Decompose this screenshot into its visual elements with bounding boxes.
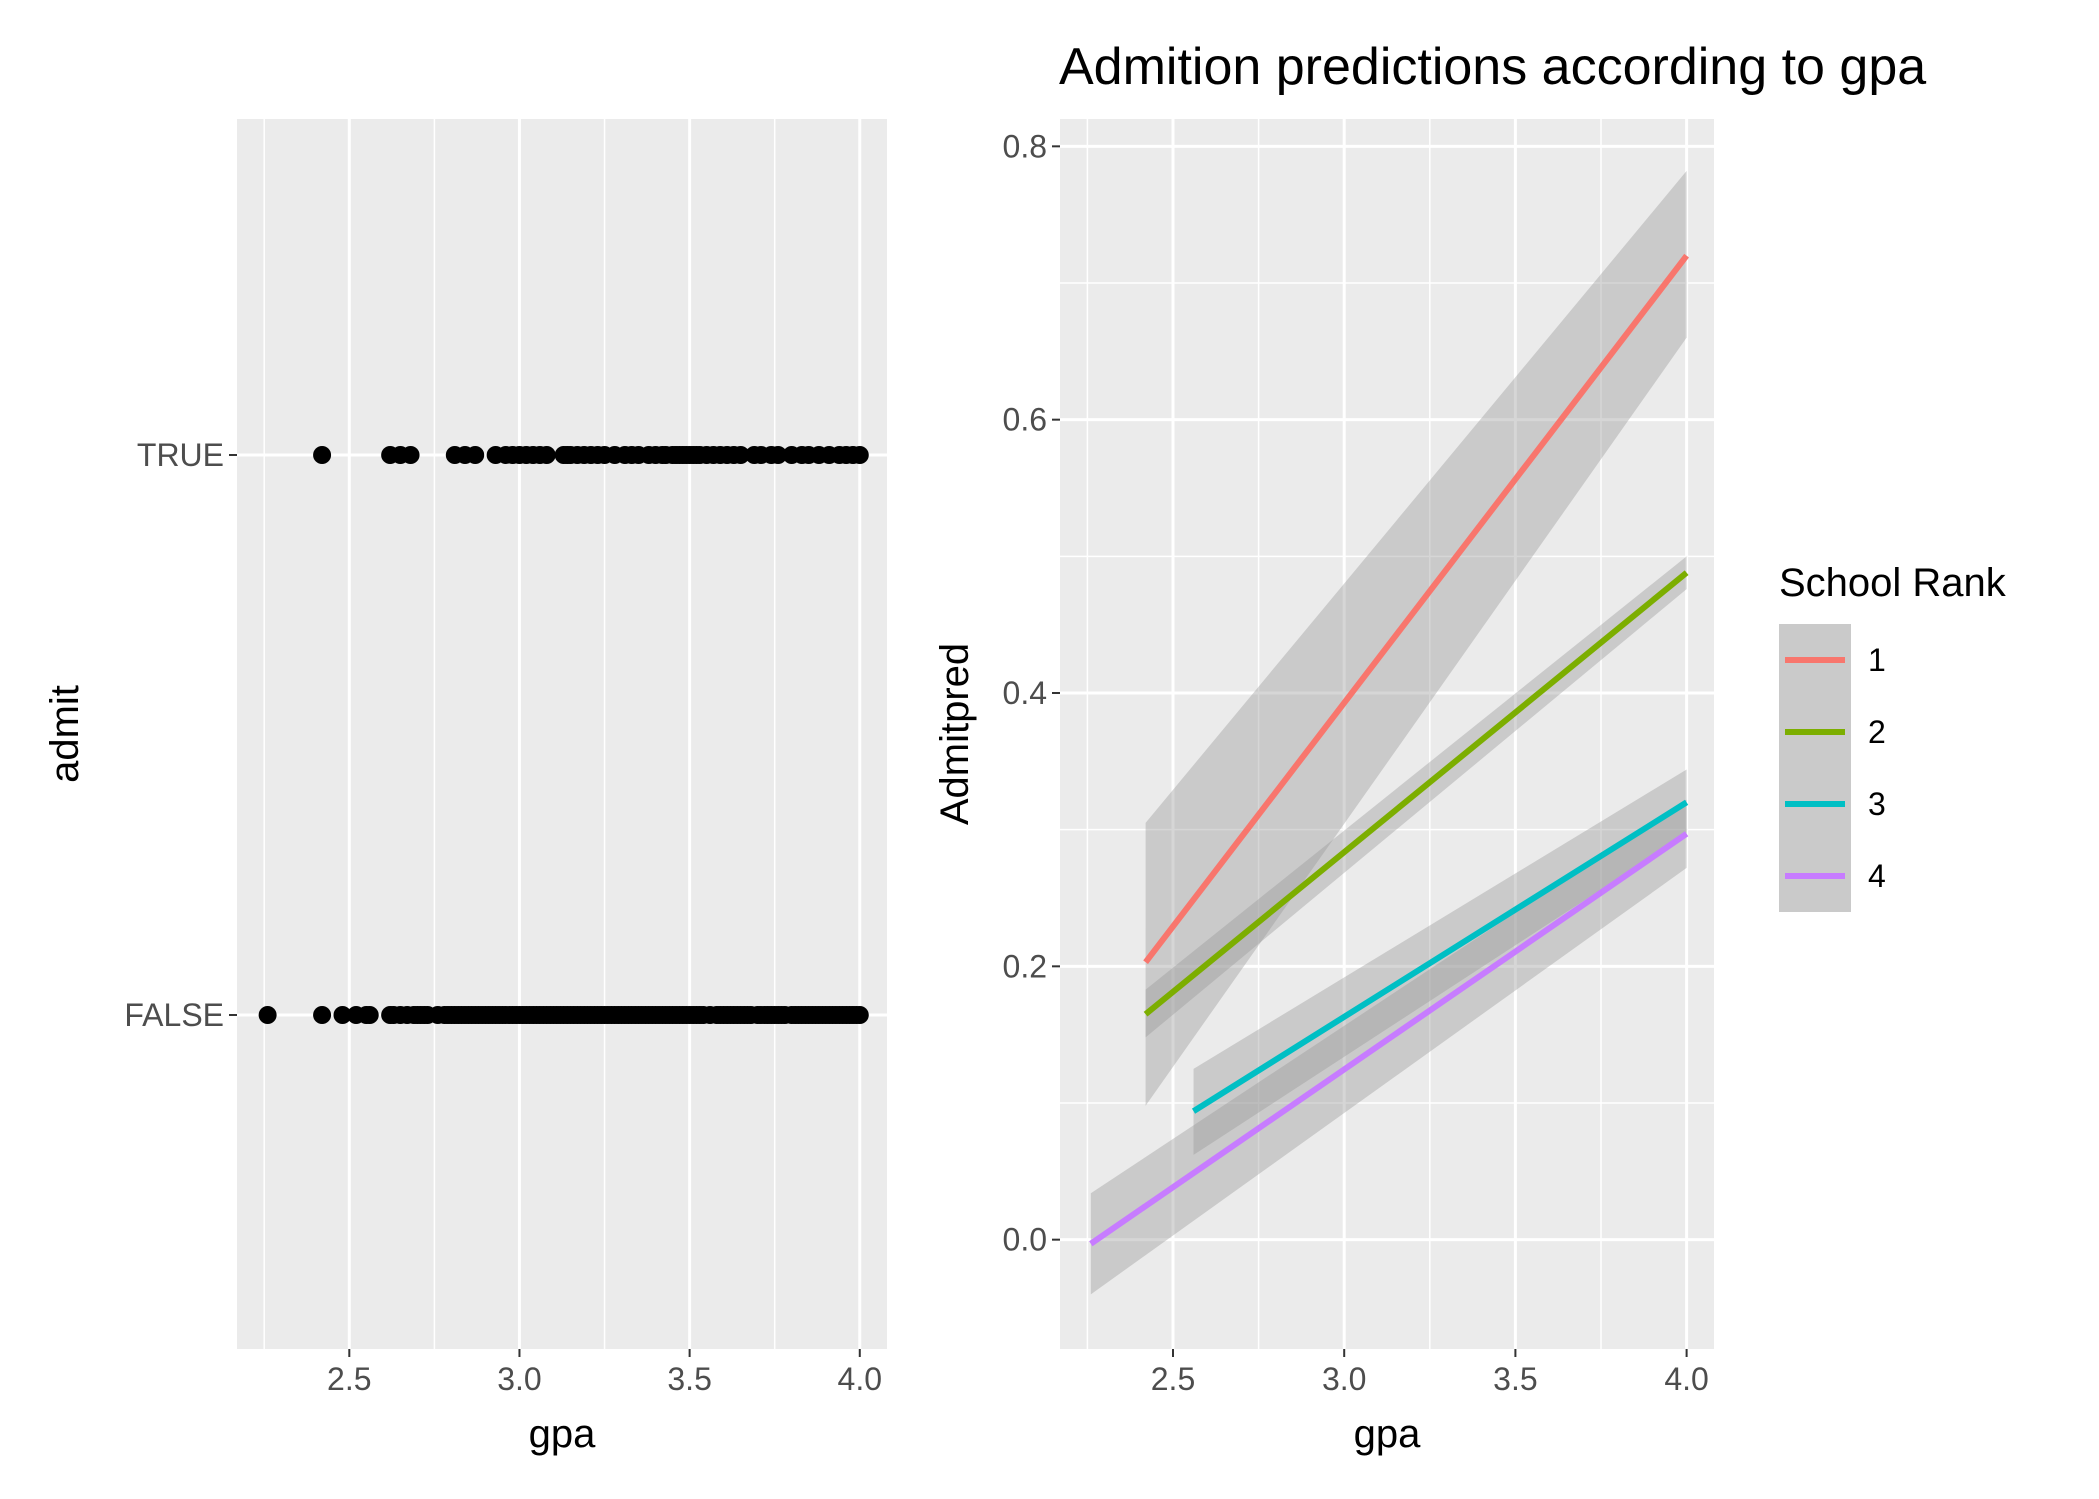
left-x-axis-title: gpa [529, 1412, 596, 1456]
legend-label-rank-4: 4 [1868, 858, 1886, 894]
confidence-band-rank-4 [1090, 799, 1687, 1295]
right-y-axis-title: Admitpred [933, 643, 977, 825]
left-x-tick-label: 3.5 [667, 1361, 711, 1397]
point-false [850, 1006, 869, 1024]
right-x-tick-label: 4.0 [1664, 1361, 1708, 1397]
right-y-tick-label: 0.2 [1003, 948, 1047, 984]
right-y-tick-label: 0.8 [1003, 128, 1047, 164]
point-true [769, 446, 788, 464]
left-axes: 2.5 3.0 3.5 4.0 FALSE TRUE [124, 437, 882, 1397]
left-y-tick-label: FALSE [124, 997, 224, 1033]
right-y-tick-label: 0.0 [1003, 1222, 1047, 1258]
point-true [537, 446, 556, 464]
right-plot-background [1060, 119, 1714, 1349]
left-x-tick-label: 2.5 [327, 1361, 371, 1397]
left-x-tick-label: 4.0 [838, 1361, 882, 1397]
point-false [360, 1006, 379, 1024]
point-true [731, 446, 750, 464]
point-false [313, 1006, 332, 1024]
legend-label-rank-3: 3 [1868, 786, 1886, 822]
right-y-tick-label: 0.6 [1003, 402, 1047, 438]
right-x-axis-title: gpa [1354, 1412, 1421, 1456]
confidence-band-rank-3 [1193, 769, 1687, 1155]
prediction-line-rank-2 [1143, 570, 1689, 1017]
right-y-tick-label: 0.4 [1003, 675, 1047, 711]
right-x-tick-label: 3.0 [1322, 1361, 1366, 1397]
point-true [313, 446, 332, 464]
left-points [258, 446, 869, 1024]
admit-prediction-panel: Admition predictions according to gpa 2.… [933, 38, 1926, 1456]
right-axes: 2.5 3.0 3.5 4.0 0.0 0.2 0.4 0.6 0.8 [1003, 128, 1709, 1397]
legend-label-rank-2: 2 [1868, 714, 1886, 750]
legend-title: School Rank [1779, 561, 2007, 605]
legend-keys: 1 2 3 4 [1779, 624, 1886, 912]
point-true [466, 446, 485, 464]
admit-scatter-panel: 2.5 3.0 3.5 4.0 FALSE TRUE gpa admit [43, 119, 887, 1456]
prediction-line-rank-4 [1089, 831, 1689, 1247]
left-y-tick-label: TRUE [137, 437, 224, 473]
left-plot-background [237, 119, 887, 1349]
point-true [401, 446, 420, 464]
right-x-tick-label: 3.5 [1493, 1361, 1537, 1397]
prediction-line-rank-3 [1191, 799, 1689, 1114]
left-x-tick-label: 3.0 [497, 1361, 541, 1397]
right-grid [1060, 119, 1714, 1349]
left-y-axis-title: admit [43, 685, 87, 783]
right-x-tick-label: 2.5 [1151, 1361, 1195, 1397]
point-true [850, 446, 869, 464]
legend: School Rank 1 2 3 4 [1779, 561, 2007, 912]
confidence-band-rank-1 [1145, 170, 1687, 1106]
point-false [258, 1006, 277, 1024]
point-false [333, 1006, 352, 1024]
right-plot-title: Admition predictions according to gpa [1059, 38, 1926, 96]
legend-label-rank-1: 1 [1868, 642, 1886, 678]
prediction-lines [1089, 253, 1689, 1247]
prediction-line-rank-1 [1143, 253, 1689, 965]
